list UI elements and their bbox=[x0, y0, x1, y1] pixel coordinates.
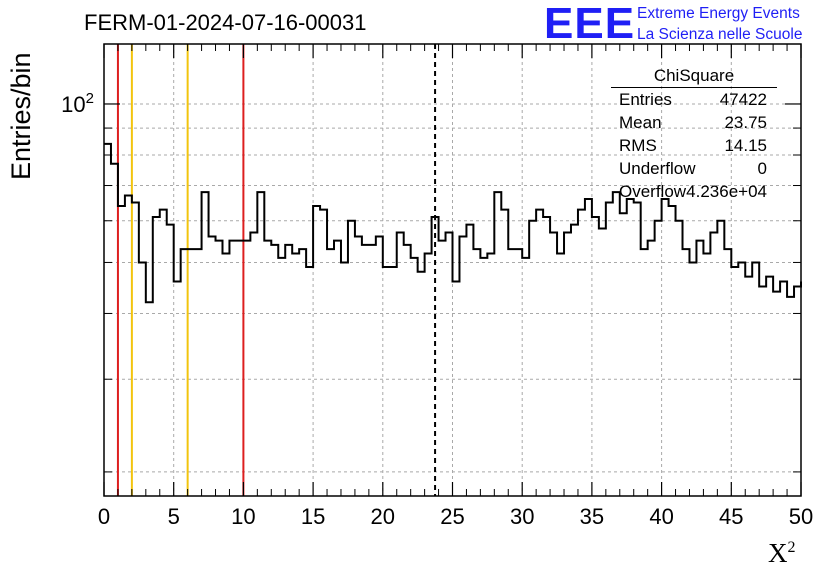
stats-key: Underflow bbox=[619, 159, 696, 178]
stats-value: 23.75 bbox=[724, 113, 767, 132]
eee-tagline-line1: Extreme Energy Events bbox=[637, 5, 800, 22]
x-tick-label: 50 bbox=[789, 504, 813, 529]
x-axis-label-base: X bbox=[768, 538, 788, 568]
stats-key: Entries bbox=[619, 90, 672, 109]
stats-row-mean: Mean 23.75 bbox=[611, 113, 777, 136]
stats-key: Mean bbox=[619, 113, 662, 132]
x-axis-label: X2 bbox=[768, 538, 796, 569]
histogram-title: FERM-01-2024-07-16-00031 bbox=[84, 10, 367, 35]
x-tick-label: 30 bbox=[510, 504, 534, 529]
plot-frame bbox=[103, 43, 802, 497]
stats-box: ChiSquare Entries 47422 Mean 23.75 RMS 1… bbox=[611, 66, 777, 205]
x-tick-label: 5 bbox=[168, 504, 180, 529]
stats-value: 47422 bbox=[719, 90, 767, 109]
x-tick-label: 15 bbox=[301, 504, 325, 529]
x-tick-label: 0 bbox=[98, 504, 110, 529]
x-tick-label: 45 bbox=[719, 504, 743, 529]
axis-ticks bbox=[103, 44, 802, 496]
x-axis-label-superscript: 2 bbox=[787, 539, 796, 556]
y-tick-label: 102 bbox=[61, 90, 94, 117]
marker-lines bbox=[116, 44, 437, 496]
stats-row-underflow: Underflow 0 bbox=[611, 159, 777, 182]
stats-key: Overflow bbox=[619, 182, 687, 201]
stats-key: RMS bbox=[619, 136, 657, 155]
stats-row-rms: RMS 14.15 bbox=[611, 136, 777, 159]
stats-value: 4.236e+04 bbox=[686, 182, 767, 201]
histogram-step-line bbox=[104, 142, 802, 304]
stats-row-overflow: Overflow 4.236e+04 bbox=[611, 182, 777, 205]
stats-row-entries: Entries 47422 bbox=[611, 90, 777, 113]
eee-tagline: Extreme Energy Events La Scienza nelle S… bbox=[637, 3, 802, 45]
y-tick-label: 102 bbox=[61, 90, 94, 117]
stats-value: 14.15 bbox=[724, 136, 767, 155]
x-tick-label: 20 bbox=[371, 504, 395, 529]
x-tick-label: 35 bbox=[580, 504, 604, 529]
eee-tagline-line2: La Scienza nelle Scuole bbox=[637, 26, 803, 43]
x-tick-labels: 0 5 10 15 20 25 30 35 40 45 50 bbox=[98, 504, 813, 529]
x-tick-label: 40 bbox=[649, 504, 673, 529]
stats-title: ChiSquare bbox=[611, 66, 777, 88]
stats-value: 0 bbox=[757, 159, 767, 178]
x-tick-label: 25 bbox=[440, 504, 464, 529]
eee-logo: EEE bbox=[544, 0, 636, 48]
x-tick-label: 10 bbox=[231, 504, 255, 529]
